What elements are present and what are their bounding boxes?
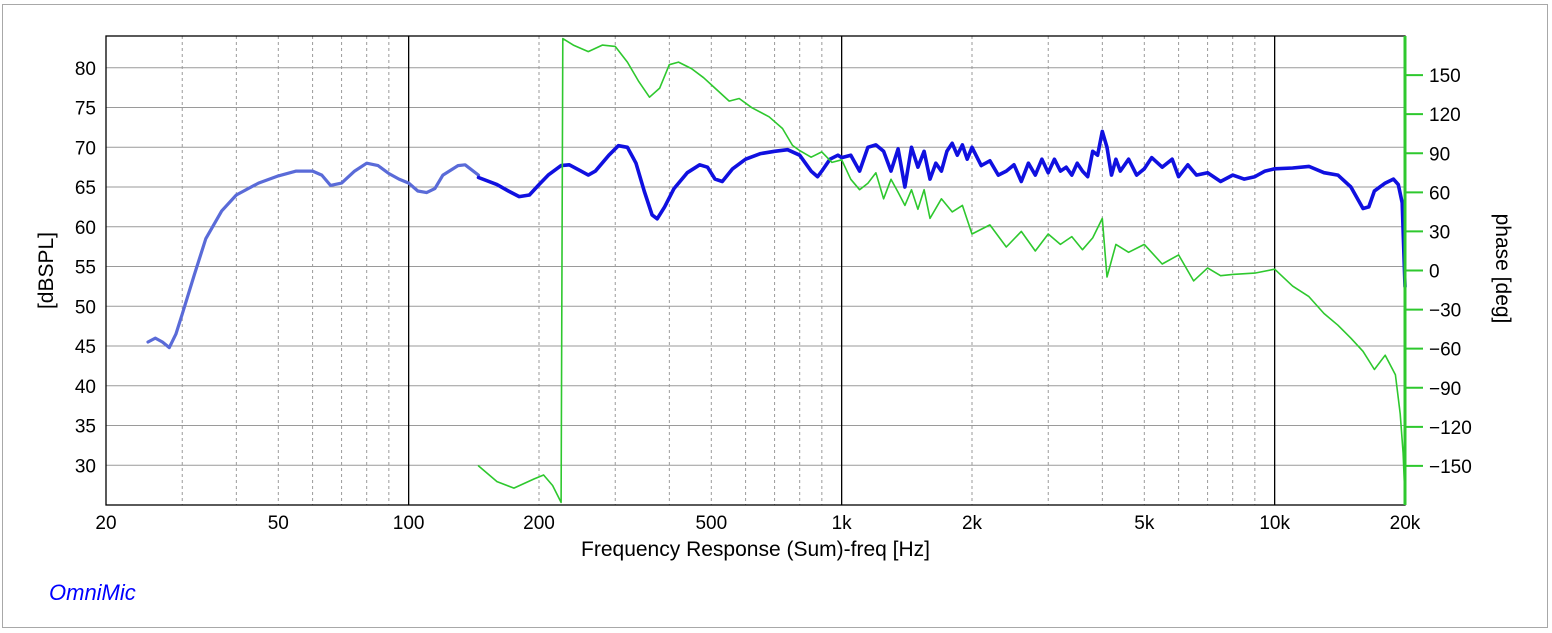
x-tick-label: 10k: [1259, 513, 1290, 534]
y2-tick-label: −30: [1429, 301, 1461, 322]
y-tick-label: 35: [75, 417, 96, 438]
y2-tick-label: 120: [1429, 105, 1461, 126]
plot-area: [106, 36, 1405, 505]
x-tick-label: 20: [95, 513, 116, 534]
y-tick-label: 45: [75, 337, 96, 358]
y-tick-label: 30: [75, 456, 96, 477]
y-tick-label: 55: [75, 258, 96, 279]
y2-tick-label: −150: [1429, 457, 1472, 478]
y2-tick-label: −120: [1429, 418, 1472, 439]
y2-tick-label: 150: [1429, 66, 1461, 87]
brand-label: OmniMic: [49, 580, 136, 605]
y-tick-label: 75: [75, 99, 96, 120]
y-tick-label: 65: [75, 178, 96, 199]
y2-tick-label: 60: [1429, 183, 1450, 204]
x-tick-label: 200: [523, 513, 555, 534]
phase-series-line: [477, 37, 1406, 504]
x-tick-label: 20k: [1390, 513, 1421, 534]
x-tick-label: 2k: [962, 513, 983, 534]
chart-frame: [2, 4, 1548, 628]
x-tick-label: 500: [695, 513, 727, 534]
y2-axis-title: phase [deg]: [1491, 214, 1514, 324]
y2-tick-label: 30: [1429, 222, 1450, 243]
x-tick-label: 1k: [832, 513, 853, 534]
x-axis-title: Frequency Response (Sum)-freq [Hz]: [581, 538, 930, 561]
y-tick-label: 70: [75, 138, 96, 159]
x-tick-label: 100: [393, 513, 425, 534]
y2-tick-label: 90: [1429, 144, 1450, 165]
x-tick-label: 5k: [1134, 513, 1155, 534]
y-tick-label: 80: [75, 59, 96, 80]
y2-tick-label: −60: [1429, 340, 1461, 361]
y2-tick-label: 0: [1429, 262, 1440, 283]
y-axis-title: [dBSPL]: [35, 232, 58, 309]
y-tick-label: 60: [75, 218, 96, 239]
y2-tick-label: −90: [1429, 379, 1461, 400]
y-tick-label: 50: [75, 297, 96, 318]
x-tick-label: 50: [268, 513, 289, 534]
spl-series-line: [476, 129, 1407, 289]
y-tick-label: 40: [75, 377, 96, 398]
spl-series-line: [146, 161, 481, 350]
